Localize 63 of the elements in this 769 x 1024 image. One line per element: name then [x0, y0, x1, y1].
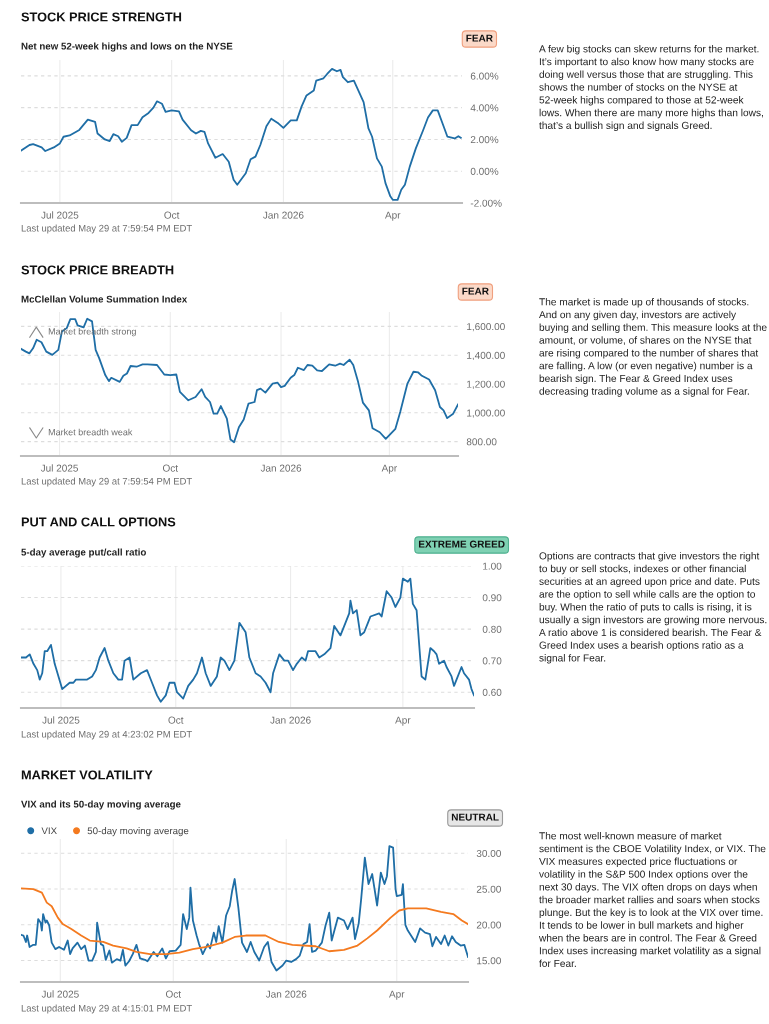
line-series: [21, 577, 474, 703]
y-tick-label: 4.00%: [470, 104, 499, 112]
chart-subtitle: Net new 52-week highs and lows on the NYSE: [21, 42, 233, 52]
y-tick-label: 15.00: [477, 957, 501, 965]
x-tick-label: Jan 2026: [270, 716, 311, 724]
text: A few big stocks can skew returns for the market. It’s important to also know how many stocks are doing well versus those that are struggling. This shows the number of stocks on the NYSE at 52-week highs compared to those at 52-week lows. When there are many more highs than lows, that’s a bullish sign and signals Greed.: [539, 45, 763, 131]
chart-subtitle: VIX and its 50-day moving average: [21, 800, 181, 810]
text: Options are contracts that give investors the right to buy or sell stocks, indexes or other financial securities at an agreed upon price and date. Puts are the option to sell while calls are the option to buy. When the ratio of puts to calls is rising, it is usually a sign investors are growing more nervous. A ratio above 1 is considered bearish. The Fear & Greed Index uses a bearish options ratio as a signal for Fear.: [539, 552, 767, 664]
y-tick-label: 800.00: [466, 438, 497, 446]
y-tick-label: 0.90: [482, 594, 502, 602]
y-tick-label: 1,200.00: [467, 380, 505, 389]
chart-title: STOCK PRICE BREADTH: [21, 265, 174, 275]
x-tick-label: Oct: [168, 716, 184, 724]
x-tick-label: Jul 2025: [41, 990, 79, 998]
x-tick-label: Jul 2025: [40, 464, 79, 472]
annotation: Market breadth weak: [48, 428, 133, 436]
x-tick-label: Jan 2026: [260, 464, 302, 472]
y-tick-label: 1.00: [483, 562, 502, 570]
x-tick-label: Jul 2025: [41, 211, 79, 219]
y-tick-label: 6.00%: [470, 72, 499, 80]
y-tick-label: 0.70: [482, 657, 502, 665]
legend-label: VIX: [41, 827, 57, 835]
text: Last updated May 29 at 4:15:01 PM EDT: [21, 1004, 192, 1014]
y-tick-label: 25.00: [476, 885, 501, 893]
y-tick-label: 20.00: [476, 921, 501, 929]
x-tick-label: Oct: [162, 464, 178, 472]
chart-title: PUT AND CALL OPTIONS: [21, 517, 176, 527]
legend-label: 50-day moving average: [87, 827, 189, 837]
x-tick-label: Jan 2026: [265, 990, 307, 998]
text: Last updated May 29 at 4:23:02 PM EDT: [21, 730, 192, 740]
y-tick-label: 1,600.00: [467, 323, 505, 332]
text: FEAR: [462, 287, 489, 295]
text: FEAR: [466, 34, 493, 42]
chart-subtitle: McClellan Volume Summation Index: [21, 295, 188, 303]
chart-subtitle: 5-day average put/call ratio: [21, 548, 146, 558]
text: NEUTRAL: [451, 813, 499, 821]
y-tick-label: 0.00%: [470, 167, 499, 175]
y-tick-label: 0.80: [482, 625, 502, 633]
y-tick-label: 0.60: [482, 688, 502, 696]
text: Last updated May 29 at 7:59:54 PM EDT: [21, 224, 192, 234]
x-tick-label: Oct: [165, 990, 181, 998]
y-tick-label: -2.00%: [470, 199, 502, 207]
x-tick-label: Apr: [395, 716, 411, 726]
chart-title: STOCK PRICE STRENGTH: [21, 12, 182, 22]
x-tick-label: Jul 2025: [42, 716, 80, 724]
y-tick-label: 1,400.00: [467, 351, 505, 361]
y-tick-label: 30.00: [476, 849, 501, 858]
y-tick-label: 1,000.00: [467, 409, 505, 418]
text: The most well-known measure of market sentiment is the CBOE Volatility Index, or VIX. The VIX measures expected price fluctuations or volatility in the S&P 500 Index options over the next 30 days. The VIX often drops on days when the broader market rallies and soars when stocks plunge. But the key is to look at the VIX over time. It tends to be lower in bull markets and higher when the bears are in control. The Fear & Greed Index uses increasing market volatility as a signal for Fear.: [538, 832, 766, 968]
line-series: [21, 887, 468, 956]
chart-title: MARKET VOLATILITY: [21, 770, 153, 780]
line-series: [21, 845, 468, 972]
x-tick-label: Oct: [164, 211, 180, 219]
y-tick-label: 2.00%: [470, 136, 499, 144]
x-tick-label: Apr: [381, 464, 397, 474]
x-tick-label: Apr: [384, 211, 401, 221]
x-tick-label: Jan 2026: [263, 211, 304, 219]
x-tick-label: Apr: [389, 990, 405, 1000]
text: The market is made up of thousands of stocks. And on any given day, investors are actively buying and selling them. This measure looks at the amount, or volume, of shares on the NYSE that are rising compared to the number of shares that are falling. A low (or even negative) number is a bearish sign. The Fear & Greed Index uses decreasing trading volume as a signal for Fear.: [539, 298, 767, 397]
line-series: [21, 67, 462, 201]
line-series: [21, 317, 458, 444]
text: Last updated May 29 at 7:59:54 PM EDT: [21, 477, 192, 487]
text: EXTREME GREED: [418, 540, 505, 548]
